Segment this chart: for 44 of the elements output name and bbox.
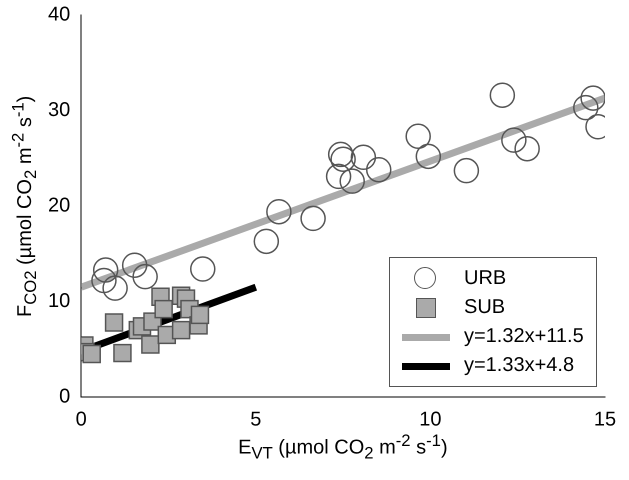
point [454,158,480,184]
point [573,94,599,120]
point [350,144,376,170]
point [141,335,160,354]
point [405,124,431,150]
point [122,252,148,278]
point [300,206,326,232]
text: E$_{VT}$ (µmol CO$_{2}$ m$^{-2}$ s$^{-1}$) [238,431,448,463]
point [328,142,354,168]
point [82,344,101,364]
legend-label: URB [464,267,506,290]
x-tick-label: 10 [419,408,442,431]
legend-label: y=1.33x+4.8 [464,354,574,377]
point [266,198,292,224]
point [501,127,527,153]
x-tick-label: 0 [76,408,87,431]
point [154,300,173,318]
y-tick-label: 30 [48,99,70,122]
point [132,264,158,290]
x-tick-label: 5 [250,408,262,431]
point [416,144,442,170]
x-tick-label: 15 [594,408,616,431]
y-tick-label: 0 [59,386,70,408]
point [330,146,356,172]
point [339,168,365,194]
point [366,156,392,182]
point [580,85,605,111]
y-tick-label: 20 [48,194,70,217]
point [190,256,216,282]
point [326,164,352,190]
point [254,228,280,254]
point [92,257,118,283]
point [104,313,124,332]
point [91,268,117,294]
point [514,136,540,162]
point [172,320,190,340]
y-tick-label: 40 [48,4,70,26]
point [102,275,128,301]
legend-label: y=1.32x+11.5 [464,325,584,348]
y-tick-label: 10 [48,290,70,312]
legend-label: SUB [464,296,506,319]
point [190,306,210,324]
point [490,82,516,108]
point [113,344,132,362]
